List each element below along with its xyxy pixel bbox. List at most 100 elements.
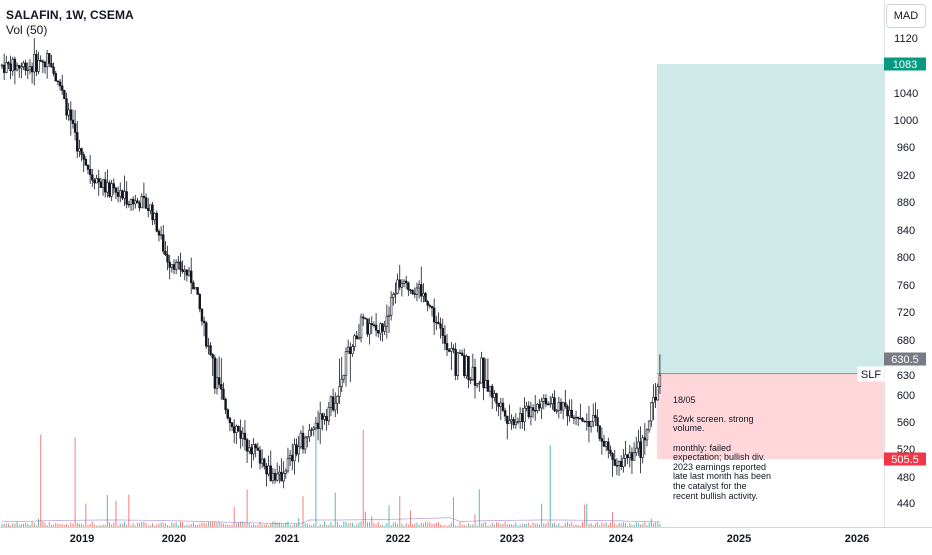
volume-bar (446, 525, 448, 527)
volume-bar (179, 521, 181, 527)
candle-body (458, 352, 462, 354)
volume-bar (397, 524, 399, 527)
candle-body (233, 426, 236, 433)
candle-body (5, 62, 8, 73)
volume-bar (523, 524, 525, 527)
volume-bar (582, 522, 583, 527)
candle-body (99, 181, 103, 188)
candle-body (518, 413, 522, 422)
volume-bar (371, 516, 373, 527)
volume-bar (622, 522, 624, 527)
candle-body (447, 349, 451, 352)
candle-body (467, 355, 470, 380)
candle-body (265, 465, 268, 475)
volume-bar (575, 524, 577, 527)
volume-bar (448, 524, 450, 527)
candle-body (340, 378, 343, 387)
candle-body (645, 429, 649, 441)
candle-body (553, 397, 556, 412)
volume-bar (502, 523, 504, 527)
volume-bar (78, 523, 80, 527)
candle-body (351, 346, 354, 354)
candle-body (91, 174, 94, 181)
volume-bar (16, 522, 18, 527)
volume-bar (115, 500, 117, 527)
annotation-date: 18/05 (673, 394, 696, 405)
candle-body (254, 444, 257, 449)
candle-body (503, 410, 507, 417)
volume-bar (384, 525, 386, 527)
volume-bar (498, 522, 500, 527)
volume-bar (132, 523, 134, 527)
volume-bar (293, 523, 295, 527)
candle-body (33, 54, 36, 73)
volume-bar (285, 522, 287, 527)
volume-bar (74, 437, 76, 527)
candle-body (280, 471, 283, 482)
candle-body (652, 397, 655, 404)
volume-bar (218, 521, 220, 527)
candle-body (273, 472, 277, 481)
candle-body (207, 345, 210, 347)
candle-body (45, 53, 49, 68)
price-axis-tick-label: 920 (897, 170, 915, 182)
candle-body (114, 187, 118, 193)
candle-body (364, 317, 367, 320)
symbol-title[interactable]: SALAFIN, 1W, CSEMA (6, 8, 134, 22)
candle-body (2, 64, 6, 73)
volume-bar (169, 525, 171, 527)
candle-body (435, 321, 438, 324)
volume-bar (334, 492, 336, 527)
volume-bar (594, 523, 596, 527)
volume-bar (23, 523, 24, 527)
candle-body (215, 377, 219, 389)
volume-bar (214, 521, 216, 527)
volume-bar (347, 523, 349, 527)
candle-body (342, 374, 346, 380)
candle-body (209, 345, 212, 355)
candle-body (308, 429, 311, 438)
volume-bar (369, 522, 371, 527)
volume-bar (579, 525, 581, 527)
volume-bar (272, 521, 274, 527)
candle-body (170, 264, 174, 268)
candle-body (101, 179, 105, 188)
volume-bar (184, 525, 186, 527)
candle-body (7, 62, 10, 65)
candle-body (587, 420, 591, 427)
volume-bar (515, 522, 517, 527)
volume-bar (3, 523, 5, 527)
candle-body (488, 385, 492, 392)
volume-bar (549, 445, 551, 527)
time-axis-tick-label: 2025 (727, 533, 751, 545)
candle-body (596, 417, 599, 426)
candle-body (424, 293, 427, 302)
volume-bar (493, 524, 495, 527)
annotation-text: 52wk screen. strong volume. monthly: fai… (673, 413, 772, 501)
volume-bar (635, 522, 637, 527)
price-axis-tick-label: 480 (897, 472, 915, 484)
volume-bar (302, 496, 304, 527)
candle-body (192, 282, 195, 290)
candle-body (323, 416, 326, 420)
volume-bar (360, 521, 362, 527)
volume-bar (442, 525, 444, 527)
candle-body (110, 183, 113, 197)
volume-bar (216, 522, 218, 527)
volume-bar (304, 523, 306, 527)
volume-legend[interactable]: Vol (50) (6, 23, 48, 37)
volume-bar (648, 522, 650, 527)
volume-bar (429, 522, 431, 527)
candle-body (480, 357, 483, 384)
volume-bar (63, 525, 65, 527)
candle-body (656, 386, 659, 401)
candle-body (344, 351, 348, 376)
candle-body (361, 316, 365, 319)
volume-bar (171, 522, 173, 527)
candle-body (13, 58, 17, 71)
currency-selector[interactable]: MAD (886, 4, 926, 28)
volume-bar (328, 525, 330, 527)
